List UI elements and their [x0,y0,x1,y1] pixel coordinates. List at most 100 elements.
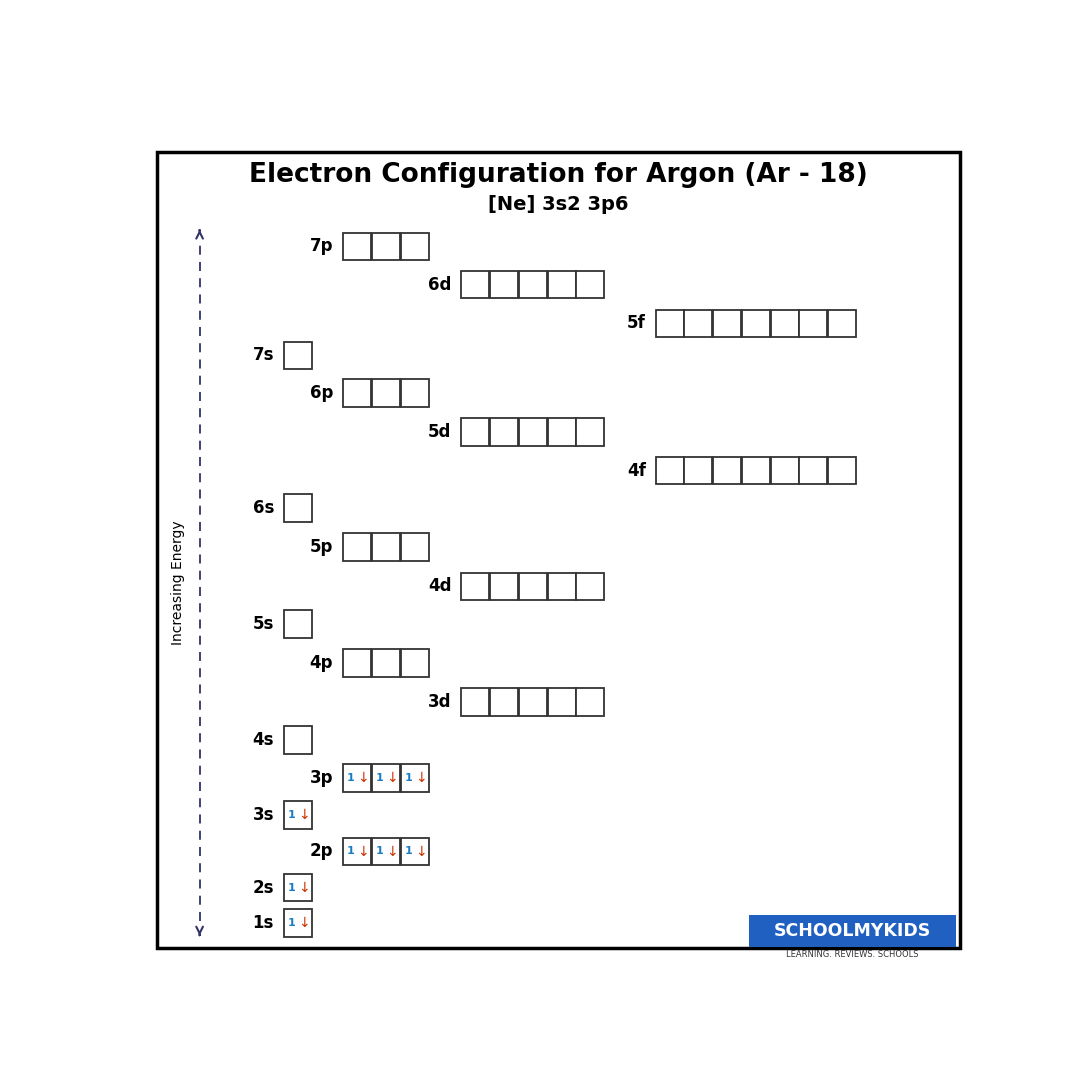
Text: ↓: ↓ [299,808,310,822]
Text: 7s: 7s [253,346,274,365]
Text: Increasing Energy: Increasing Energy [171,521,185,645]
Text: LEARNING. REVIEWS. SCHOOLS: LEARNING. REVIEWS. SCHOOLS [786,950,919,958]
Bar [401,837,428,866]
Bar [685,309,713,338]
Text: 7p: 7p [310,237,334,256]
Bar [519,573,547,600]
Bar [343,764,371,792]
Text: 4p: 4p [310,653,334,672]
Bar [742,309,770,338]
Bar [799,456,827,485]
Bar [401,233,428,260]
Bar [490,688,518,717]
Bar [343,534,371,561]
Bar [343,233,371,260]
Text: 5s: 5s [253,615,274,633]
Text: 4f: 4f [627,462,645,479]
Text: 5d: 5d [428,423,451,441]
Bar [343,837,371,866]
Text: 3p: 3p [310,769,334,787]
Bar [828,456,856,485]
Bar [547,573,576,600]
Text: 1: 1 [376,773,384,783]
Bar [284,909,312,937]
Text: 1: 1 [347,773,355,783]
Bar [284,802,312,829]
Text: ↓: ↓ [358,771,370,785]
Bar [749,915,956,946]
Bar [490,418,518,445]
Text: ↓: ↓ [358,844,370,858]
Bar [372,379,400,407]
Bar [401,764,428,792]
Bar [490,573,518,600]
Text: 1: 1 [404,846,412,856]
Bar [461,418,489,445]
Text: [Ne] 3s2 3p6: [Ne] 3s2 3p6 [488,195,629,213]
Bar [519,688,547,717]
Text: 5f: 5f [627,315,645,332]
Bar [372,534,400,561]
Bar [577,271,604,298]
Bar [343,379,371,407]
Text: 1: 1 [347,846,355,856]
Bar [401,379,428,407]
Text: ↓: ↓ [415,771,426,785]
Bar [828,309,856,338]
Bar [284,342,312,369]
Bar [490,271,518,298]
Bar [372,764,400,792]
Text: 1: 1 [288,918,295,928]
Text: 3d: 3d [428,694,451,711]
Text: 5p: 5p [310,538,334,555]
Bar [742,456,770,485]
Bar [799,309,827,338]
Text: Electron Configuration for Argon (Ar - 18): Electron Configuration for Argon (Ar - 1… [250,162,868,188]
Bar [372,649,400,676]
Text: ↓: ↓ [299,916,310,930]
Text: SCHOOLMYKIDS: SCHOOLMYKIDS [774,921,931,940]
Text: 3s: 3s [253,806,274,824]
Bar [519,418,547,445]
Bar [284,610,312,638]
Text: 2s: 2s [253,879,274,896]
Bar [284,726,312,754]
Text: ↓: ↓ [299,881,310,895]
Bar [461,688,489,717]
Bar [577,688,604,717]
Bar [547,271,576,298]
Text: 1: 1 [288,882,295,893]
Bar [577,418,604,445]
Bar [577,573,604,600]
Bar [372,233,400,260]
Text: 1: 1 [404,773,412,783]
Text: 6d: 6d [428,276,451,294]
Bar [461,573,489,600]
Bar [401,649,428,676]
Bar [771,309,799,338]
Bar [656,309,683,338]
Text: 1: 1 [288,810,295,820]
Bar [685,456,713,485]
Text: 6s: 6s [253,499,274,517]
Bar [401,534,428,561]
Bar [656,456,683,485]
Bar [284,873,312,902]
Bar [461,271,489,298]
Bar [713,456,741,485]
Text: 6p: 6p [310,384,334,402]
Bar [519,271,547,298]
Text: 4d: 4d [428,577,451,596]
Text: 1: 1 [376,846,384,856]
Bar [713,309,741,338]
Text: 2p: 2p [310,843,334,860]
Text: ↓: ↓ [386,771,398,785]
Bar [547,688,576,717]
Bar [343,649,371,676]
Bar [372,837,400,866]
Text: ↓: ↓ [386,844,398,858]
Text: 4s: 4s [253,731,274,749]
Bar [771,456,799,485]
Bar [547,418,576,445]
Text: ↓: ↓ [415,844,426,858]
